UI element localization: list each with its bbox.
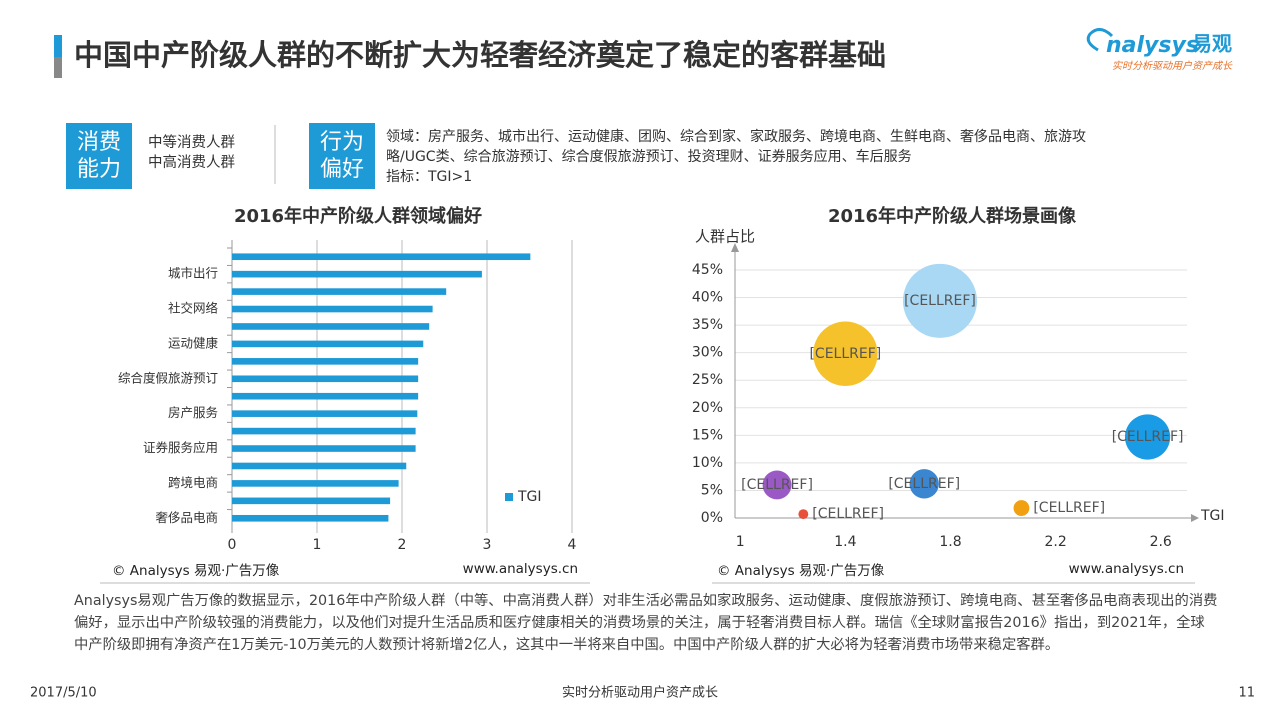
x-tick-label: 2.2 bbox=[1044, 534, 1066, 550]
logo-cn: 易观 bbox=[1192, 32, 1232, 56]
data-label: [CELLREF] bbox=[1112, 429, 1184, 445]
bar bbox=[232, 497, 391, 505]
info-item: 中高消费人群 bbox=[148, 154, 235, 171]
title-accent bbox=[54, 57, 62, 78]
bubble bbox=[1124, 414, 1171, 460]
label-box-text: 行为偏好 bbox=[320, 130, 364, 182]
chart-title: 2016年中产阶级人群领域偏好 bbox=[234, 205, 482, 227]
x-tick-label: 0 bbox=[228, 537, 237, 553]
y-tick-label: 35% bbox=[692, 317, 723, 333]
bubble bbox=[909, 469, 939, 499]
bar bbox=[232, 462, 407, 470]
legend-swatch bbox=[505, 493, 513, 501]
chart-title: 2016年中产阶级人群场景画像 bbox=[828, 205, 1077, 227]
label-box bbox=[309, 123, 375, 189]
bar bbox=[232, 288, 447, 295]
data-label: [CELLREF] bbox=[741, 477, 813, 493]
x-tick-label: 1 bbox=[313, 537, 322, 553]
bubble bbox=[902, 263, 978, 338]
slide-title: 中国中产阶级人群的不断扩大为轻奢经济奠定了稳定的客群基础 bbox=[74, 38, 886, 72]
site: www.analysys.cn bbox=[1069, 561, 1184, 577]
data-label: [CELLREF] bbox=[904, 293, 976, 309]
bar bbox=[232, 323, 430, 330]
bar bbox=[232, 427, 416, 435]
logo-mark bbox=[1086, 28, 1114, 52]
y-tick-label: 0% bbox=[701, 510, 723, 526]
data-label: [CELLREF] bbox=[888, 476, 960, 492]
y-tick-label: 10% bbox=[692, 455, 723, 471]
title-accent bbox=[54, 35, 62, 57]
y-tick-label: 运动健康 bbox=[168, 335, 219, 350]
y-axis-label: 人群占比 bbox=[695, 228, 755, 246]
site: www.analysys.cn bbox=[463, 561, 578, 577]
x-tick-label: 2.6 bbox=[1150, 534, 1172, 550]
paragraph: Analysys易观广告万像的数据显示，2016年中产阶级人群（中等、中高消费人… bbox=[74, 593, 1218, 653]
bar bbox=[232, 480, 399, 487]
y-tick-label: 20% bbox=[692, 400, 723, 416]
y-tick-label: 跨境电商 bbox=[168, 475, 218, 490]
source: © Analysys 易观·广告万像 bbox=[717, 563, 885, 579]
x-tick-label: 1.8 bbox=[939, 534, 961, 550]
footer-page: 11 bbox=[1238, 686, 1255, 701]
y-tick-label: 社交网络 bbox=[168, 301, 219, 316]
y-tick-label: 45% bbox=[692, 262, 723, 278]
bubble bbox=[813, 321, 878, 386]
bubble bbox=[798, 509, 809, 520]
y-tick-label: 证券服务应用 bbox=[143, 440, 218, 455]
y-tick-label: 25% bbox=[692, 372, 723, 388]
data-label: [CELLREF] bbox=[812, 506, 884, 522]
x-tick-label: 1 bbox=[736, 534, 745, 550]
y-tick-label: 城市出行 bbox=[168, 266, 218, 281]
bar bbox=[232, 445, 416, 452]
info-line: 指标：TGI>1 bbox=[386, 169, 472, 185]
label-box bbox=[66, 123, 132, 189]
x-tick-label: 1.4 bbox=[834, 534, 856, 550]
footer-slogan: 实时分析驱动用户资产成长 bbox=[562, 685, 718, 701]
bar bbox=[232, 410, 418, 417]
bar bbox=[232, 375, 419, 383]
info-item: 中等消费人群 bbox=[148, 133, 235, 151]
bubble bbox=[1013, 500, 1030, 516]
y-tick-label: 房产服务 bbox=[168, 405, 218, 420]
bubble bbox=[762, 470, 792, 500]
bar bbox=[232, 305, 433, 313]
data-label: [CELLREF] bbox=[1033, 500, 1105, 516]
data-label: [CELLREF] bbox=[809, 346, 881, 362]
bar bbox=[232, 270, 482, 278]
y-tick-label: 5% bbox=[701, 482, 723, 498]
info-line: 领域：房产服务、城市出行、运动健康、团购、综合到家、家政服务、跨境电商、生鲜电商… bbox=[386, 128, 1086, 145]
logo: nalysys bbox=[1106, 33, 1199, 58]
info-line: 略/UGC类、综合旅游预订、综合度假旅游预订、投资理财、证券服务应用、车后服务 bbox=[386, 148, 912, 165]
x-tick-label: 2 bbox=[398, 537, 407, 553]
bar bbox=[232, 392, 419, 400]
x-tick-label: 3 bbox=[483, 537, 492, 553]
source: © Analysys 易观·广告万像 bbox=[112, 563, 280, 579]
x-axis-label: TGI bbox=[1200, 508, 1225, 524]
y-tick-label: 30% bbox=[692, 345, 723, 361]
x-axis-arrow bbox=[1191, 514, 1199, 522]
bar bbox=[232, 514, 389, 522]
y-tick-label: 15% bbox=[692, 427, 723, 443]
y-tick-label: 奢侈品电商 bbox=[155, 510, 218, 525]
bar bbox=[232, 253, 531, 261]
x-tick-label: 4 bbox=[568, 537, 577, 553]
label-box-text: 消费能力 bbox=[77, 130, 121, 182]
bar bbox=[232, 358, 419, 365]
y-tick-label: 综合度假旅游预订 bbox=[118, 370, 218, 385]
footer-date: 2017/5/10 bbox=[30, 686, 97, 701]
bar bbox=[232, 340, 424, 348]
legend-label: TGI bbox=[517, 489, 542, 505]
y-tick-label: 40% bbox=[692, 290, 723, 306]
y-axis-arrow bbox=[731, 243, 739, 252]
logo-slogan: 实时分析驱动用户资产成长 bbox=[1112, 60, 1233, 72]
